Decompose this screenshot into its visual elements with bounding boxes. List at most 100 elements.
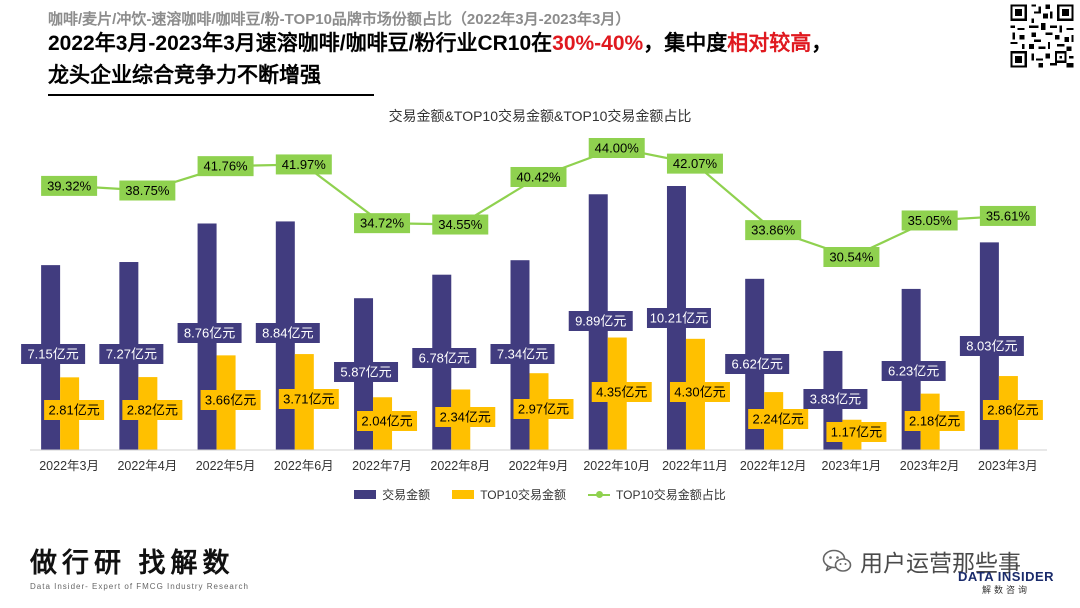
legend-line-marker — [588, 490, 610, 499]
legend-item-top10-amount: TOP10交易金额 — [452, 486, 566, 503]
label-transaction-amount: 7.15亿元 — [27, 347, 78, 362]
label-transaction-amount-group: 6.78亿元 — [412, 348, 477, 368]
label-top10-share-box — [979, 205, 1036, 226]
label-top10-amount-box — [357, 411, 418, 431]
label-top10-amount: 4.35亿元 — [596, 385, 647, 400]
label-top10-amount-box — [200, 390, 261, 410]
label-transaction-amount-box — [255, 323, 320, 343]
label-top10-amount-group: 2.34亿元 — [435, 407, 496, 427]
label-transaction-amount-box — [646, 308, 711, 328]
legend-item-transaction-amount: 交易金额 — [354, 486, 430, 503]
label-transaction-amount: 8.84亿元 — [262, 326, 313, 341]
qr-code-icon — [1008, 2, 1076, 70]
legend-swatch — [452, 490, 475, 499]
headline-line-1: 2022年3月-2023年3月速溶咖啡/咖啡豆/粉行业CR10在30%-40%，… — [48, 28, 832, 60]
label-top10-amount-box — [982, 400, 1043, 420]
x-tick-label: 2022年9月 — [509, 459, 569, 473]
label-top10-amount-group: 2.86亿元 — [982, 400, 1043, 420]
label-top10-amount-group: 4.30亿元 — [669, 382, 730, 402]
label-top10-share: 35.05% — [908, 213, 953, 228]
label-top10-amount-box — [591, 382, 652, 402]
brand-slogan: 做行研 找解数 — [30, 548, 235, 578]
data-insider-logo: DATA INSIDER 解数咨询 — [958, 570, 1054, 596]
label-top10-amount-group: 2.97亿元 — [513, 399, 574, 419]
page-headline: 2022年3月-2023年3月速溶咖啡/咖啡豆/粉行业CR10在30%-40%，… — [48, 28, 832, 92]
label-top10-amount-group: 4.35亿元 — [591, 382, 652, 402]
label-top10-share: 38.75% — [125, 183, 170, 198]
label-top10-share: 42.07% — [673, 156, 718, 171]
logo-subtitle: 解数咨询 — [982, 585, 1031, 595]
x-tick-label: 2022年12月 — [740, 459, 807, 473]
label-transaction-amount-box — [99, 344, 164, 364]
x-tick-label: 2022年11月 — [662, 459, 728, 473]
label-transaction-amount: 6.78亿元 — [419, 351, 470, 366]
label-transaction-amount-box — [21, 344, 86, 364]
label-transaction-amount-box — [881, 361, 946, 381]
label-top10-share-group: 35.05% — [901, 210, 958, 231]
x-tick-label: 2023年2月 — [900, 459, 960, 473]
label-transaction-amount-group: 5.87亿元 — [334, 362, 399, 382]
label-transaction-amount-group: 8.03亿元 — [959, 336, 1024, 356]
label-top10-share-group: 34.55% — [432, 214, 489, 235]
label-top10-share: 34.55% — [438, 217, 483, 232]
page-supertitle: 咖啡/麦片/冲饮-速溶咖啡/咖啡豆/粉-TOP10品牌市场份额占比（2022年3… — [48, 11, 631, 28]
x-tick-label: 2022年5月 — [196, 459, 256, 473]
label-top10-amount: 2.81亿元 — [48, 403, 99, 418]
label-transaction-amount: 6.62亿元 — [732, 357, 783, 372]
label-top10-amount-box — [278, 389, 339, 409]
wechat-watermark: 用户运营那些事 — [822, 544, 1021, 578]
x-tick-label: 2022年10月 — [583, 459, 650, 473]
label-top10-share-group: 33.86% — [745, 220, 802, 241]
label-top10-amount: 3.71亿元 — [283, 392, 334, 407]
label-top10-share: 35.61% — [986, 208, 1031, 223]
legend-label: TOP10交易金额 — [480, 488, 566, 502]
label-top10-share-box — [432, 214, 489, 235]
label-top10-share-group: 35.61% — [979, 205, 1036, 226]
label-top10-share-box — [823, 247, 880, 267]
label-transaction-amount-group: 10.21亿元 — [646, 308, 711, 328]
label-top10-share: 33.86% — [751, 223, 796, 238]
label-transaction-amount-group: 8.84亿元 — [255, 323, 320, 343]
label-top10-share-box — [745, 220, 802, 241]
legend-label: TOP10交易金额占比 — [616, 488, 726, 502]
label-top10-amount-box — [669, 382, 730, 402]
label-top10-share: 41.76% — [204, 159, 249, 174]
label-top10-amount: 2.18亿元 — [909, 414, 960, 429]
chart-title: 交易金额&TOP10交易金额&TOP10交易金额占比 — [388, 108, 692, 124]
logo-name: DATA INSIDER — [958, 569, 1055, 584]
label-top10-amount-group: 2.04亿元 — [357, 411, 418, 431]
legend-swatch — [354, 490, 377, 499]
label-top10-amount: 2.97亿元 — [518, 402, 569, 417]
label-transaction-amount: 7.34亿元 — [497, 347, 548, 362]
label-top10-share-group: 39.32% — [41, 175, 98, 196]
label-top10-share: 40.42% — [516, 169, 561, 184]
label-top10-share-box — [510, 166, 567, 187]
chart-legend: 交易金额 TOP10交易金额 TOP10交易金额占比 — [0, 486, 1080, 503]
headline-highlight-level: 相对较高 — [727, 32, 812, 55]
label-top10-share: 41.97% — [282, 157, 327, 172]
legend-label: 交易金额 — [382, 488, 431, 502]
headline-text: ， — [811, 32, 833, 55]
headline-line-2: 龙头企业综合竞争力不断增强 — [48, 64, 321, 87]
label-transaction-amount-group: 3.83亿元 — [803, 389, 868, 409]
label-transaction-amount: 9.89亿元 — [575, 314, 626, 329]
label-top10-amount-box — [122, 400, 183, 420]
label-top10-share-group: 42.07% — [666, 153, 723, 174]
label-top10-share: 34.72% — [360, 216, 405, 231]
label-top10-share: 44.00% — [595, 141, 640, 156]
label-transaction-amount: 6.23亿元 — [888, 364, 939, 379]
headline-text: 2022年3月-2023年3月速溶咖啡/咖啡豆/粉行业CR10在 — [48, 32, 553, 55]
label-top10-amount-group: 3.66亿元 — [200, 390, 261, 410]
label-top10-share: 39.32% — [47, 178, 92, 193]
label-top10-amount-group: 2.24亿元 — [748, 409, 809, 429]
x-tick-label: 2022年4月 — [117, 459, 177, 473]
label-top10-share-box — [588, 138, 645, 158]
label-top10-amount-group: 1.17亿元 — [826, 422, 887, 442]
label-top10-amount: 1.17亿元 — [831, 425, 882, 440]
label-top10-amount-box — [748, 409, 809, 429]
label-top10-share-group: 38.75% — [119, 180, 176, 201]
label-top10-amount-box — [435, 407, 496, 427]
x-tick-label: 2022年6月 — [274, 459, 334, 473]
label-transaction-amount-box — [568, 311, 633, 331]
